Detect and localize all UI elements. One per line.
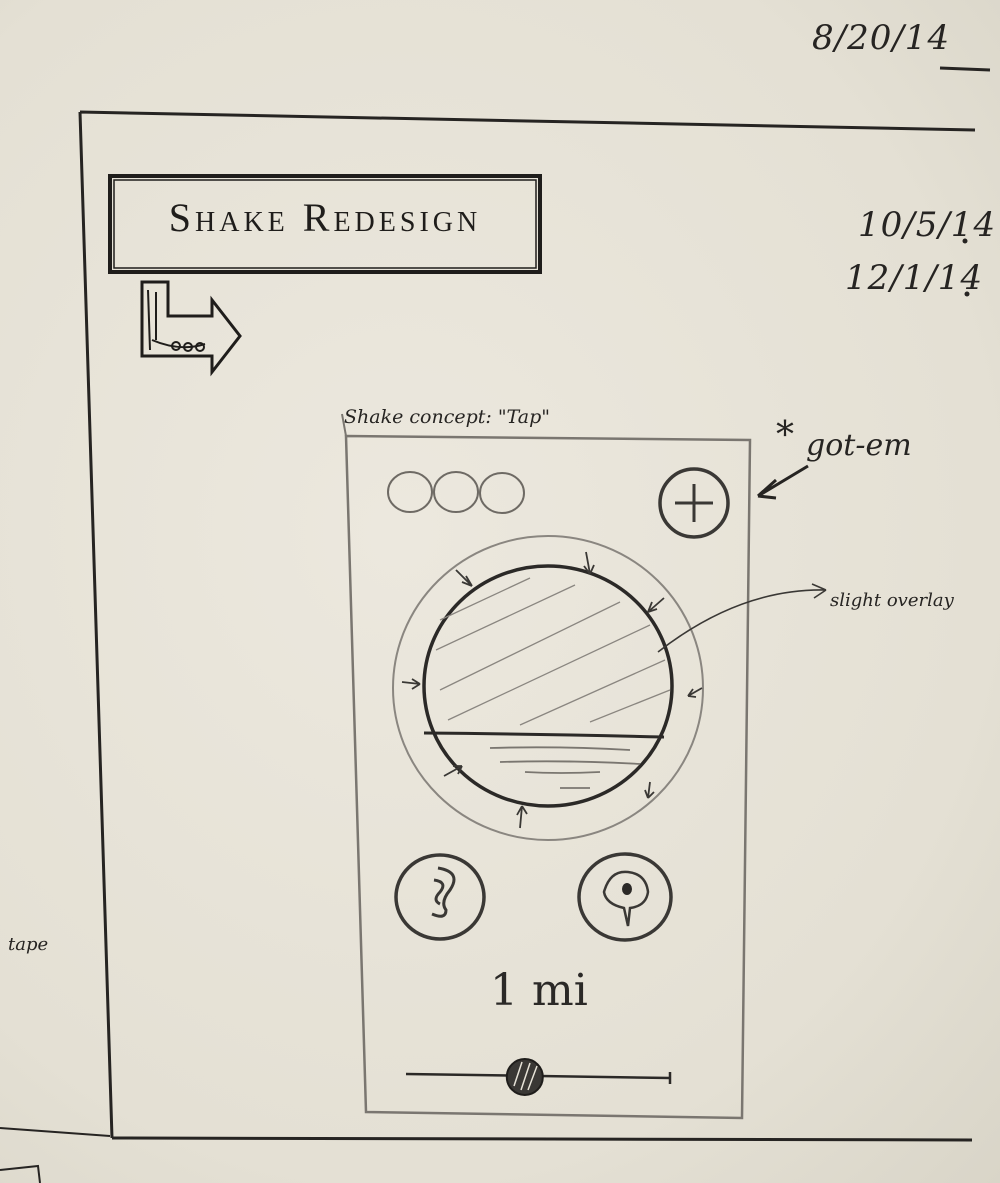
date-3: 12/1/14 bbox=[845, 258, 984, 298]
inward-arrows bbox=[401, 551, 703, 829]
location-button[interactable] bbox=[579, 854, 671, 940]
avatar-circle-icon bbox=[433, 471, 479, 513]
distance-slider-track[interactable] bbox=[400, 1056, 676, 1096]
title-box bbox=[108, 174, 542, 274]
edge-note: tape bbox=[8, 934, 49, 955]
avatar-list[interactable] bbox=[388, 472, 524, 514]
concept-caption: Shake concept: "Tap" bbox=[344, 406, 550, 428]
tap-zone-outer-ring bbox=[392, 535, 704, 841]
location-pin-icon bbox=[577, 852, 673, 942]
distance-label: 1 mi bbox=[490, 965, 588, 1016]
tap-zone-button[interactable] bbox=[424, 566, 672, 806]
distance-slider bbox=[405, 1058, 672, 1096]
phone-frame bbox=[344, 434, 752, 1120]
avatar-row bbox=[387, 471, 525, 514]
date-1: 8/20/14 bbox=[812, 18, 951, 58]
page-frame bbox=[78, 110, 976, 1142]
ear-icon bbox=[394, 853, 486, 941]
page-title: Shake Redesign bbox=[168, 195, 482, 240]
avatar-circle-icon bbox=[479, 472, 525, 514]
add-button-note: got-em bbox=[806, 428, 912, 463]
avatar-circle-icon bbox=[387, 471, 433, 513]
arrow-right-icon bbox=[140, 280, 242, 377]
date-2: 10/5/14 bbox=[858, 205, 997, 245]
listen-button[interactable] bbox=[396, 855, 484, 939]
add-button[interactable] bbox=[658, 467, 730, 539]
star-icon: * bbox=[776, 415, 794, 456]
tap-zone-inner-circle bbox=[422, 564, 674, 808]
plus-circle-icon bbox=[658, 467, 730, 539]
overlay-note: slight overlay bbox=[830, 590, 954, 611]
